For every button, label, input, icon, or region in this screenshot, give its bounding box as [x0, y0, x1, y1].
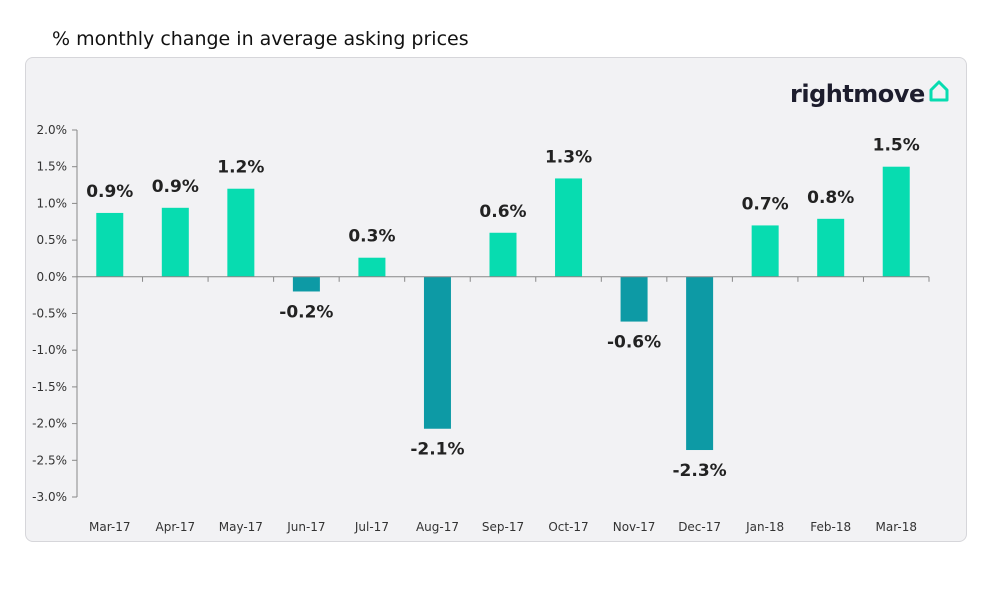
bar-jul-17	[358, 257, 386, 277]
bar-nov-17	[620, 276, 648, 322]
bars	[96, 166, 910, 451]
x-tick-label: Oct-17	[548, 520, 588, 534]
x-tick-label: Jun-17	[286, 520, 325, 534]
bar-apr-17	[161, 207, 189, 277]
y-tick-label: -3.0%	[32, 490, 67, 504]
x-tick-label: Dec-17	[678, 520, 721, 534]
data-label: 0.8%	[807, 188, 854, 208]
x-tick-label: Aug-17	[416, 520, 459, 534]
bar-jun-17	[292, 276, 320, 292]
data-label: 0.9%	[152, 177, 199, 197]
data-label: 1.3%	[545, 147, 592, 167]
x-tick-label: Mar-18	[875, 520, 916, 534]
bar-feb-18	[817, 218, 845, 277]
x-tick-label: Feb-18	[810, 520, 851, 534]
bar-aug-17	[423, 276, 451, 429]
x-tick-label: Mar-17	[89, 520, 130, 534]
bar-jan-18	[751, 225, 779, 277]
brand-logo-text: rightmove	[790, 80, 925, 108]
data-label: -0.2%	[279, 302, 333, 322]
house-icon	[929, 80, 949, 102]
x-tick-label: May-17	[219, 520, 263, 534]
data-label: 1.5%	[873, 136, 920, 156]
y-tick-label: -2.0%	[32, 417, 67, 431]
page-title: % monthly change in average asking price…	[52, 28, 469, 50]
y-tick-label: 0.5%	[37, 233, 68, 247]
x-tick-label: Nov-17	[613, 520, 656, 534]
bar-oct-17	[555, 178, 583, 277]
bar-may-17	[227, 188, 255, 277]
y-axis: 2.0% 1.5% 1.0% 0.5% 0.0% -0.5% -1.0% -1.5% -2.0%…	[32, 123, 78, 504]
data-label: 0.3%	[348, 227, 395, 247]
bar-dec-17	[686, 276, 714, 451]
bar-mar-18	[882, 166, 910, 277]
chart-panel	[25, 57, 967, 542]
data-label: -2.1%	[410, 440, 464, 460]
data-labels: 0.9% 0.9% 1.2% -0.2% 0.3% -2.1% 0.6% 1.3% -0.6% -…	[86, 136, 920, 481]
x-tick-label: Jan-18	[745, 520, 784, 534]
y-tick-label: 1.5%	[37, 160, 68, 174]
x-tick-label: Apr-17	[156, 520, 196, 534]
y-tick-label: -1.5%	[32, 380, 67, 394]
data-label: 0.7%	[742, 194, 789, 214]
data-label: 0.6%	[479, 202, 526, 222]
data-label: -2.3%	[673, 461, 727, 481]
x-tick-label: Jul-17	[354, 520, 389, 534]
y-tick-label: -1.0%	[32, 343, 67, 357]
y-tick-label: 0.0%	[37, 270, 68, 284]
y-tick-label: 1.0%	[37, 196, 68, 210]
x-tick-label: Sep-17	[482, 520, 524, 534]
bar-sep-17	[489, 232, 517, 277]
bar-mar-17	[96, 212, 124, 277]
data-label: -0.6%	[607, 333, 661, 353]
x-axis: Mar-17 Apr-17 May-17 Jun-17 Jul-17 Aug-17 Sep-…	[76, 276, 930, 534]
data-label: 0.9%	[86, 182, 133, 202]
y-tick-label: -0.5%	[32, 307, 67, 321]
y-tick-label: 2.0%	[37, 123, 68, 137]
data-label: 1.2%	[217, 158, 264, 178]
y-tick-label: -2.5%	[32, 453, 67, 467]
